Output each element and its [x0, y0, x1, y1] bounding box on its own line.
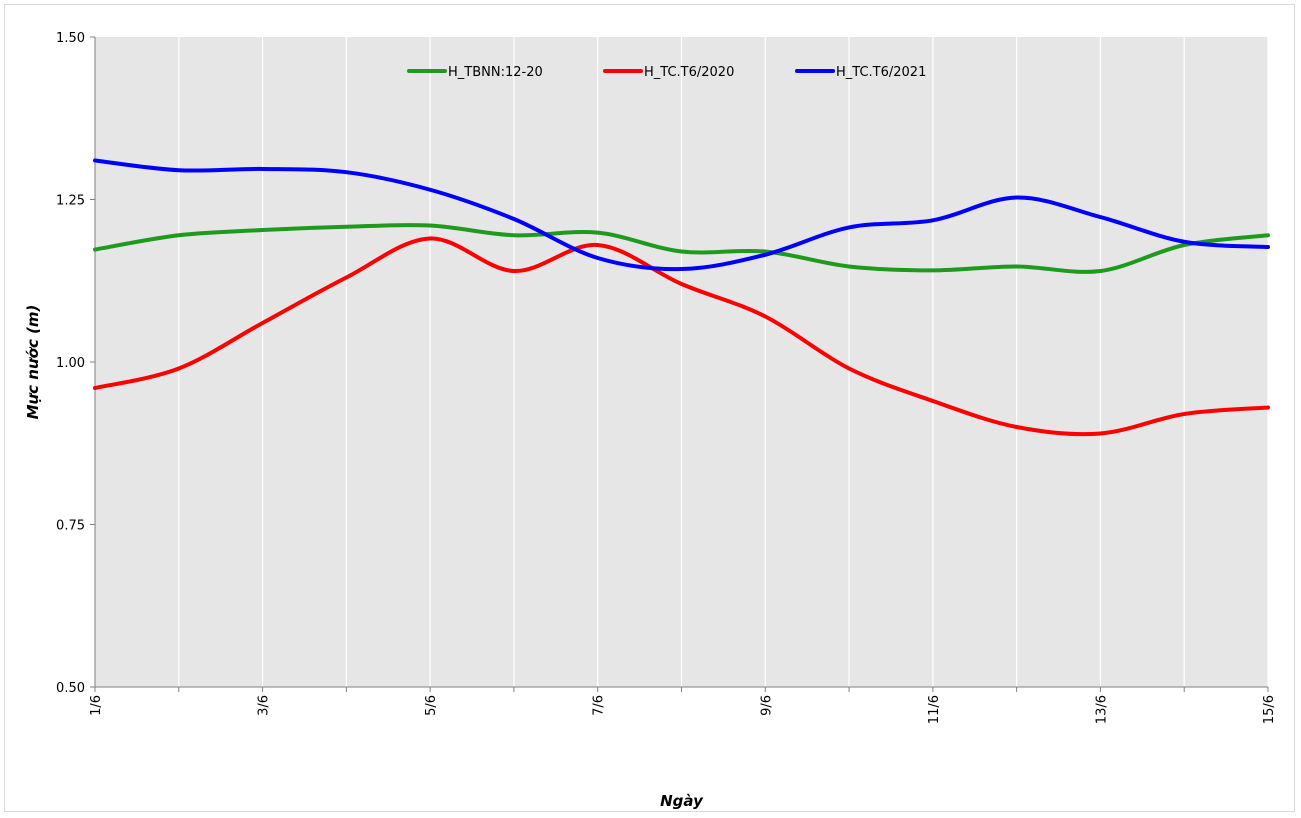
x-tick-label: 13/6	[1094, 695, 1109, 724]
series-lines	[93, 158, 1270, 437]
x-axis-title: Ngày	[660, 792, 704, 810]
x-tick-labels: 1/6 3/6 5/6 7/6 9/6 11/6 13/6 15/6	[89, 695, 1277, 724]
legend-item-0: H_TBNN:12-20	[407, 65, 543, 80]
series-line-1	[93, 236, 1270, 437]
axes	[90, 36, 1269, 692]
grid-lines	[178, 37, 1269, 687]
y-tick-label: 1.00	[56, 356, 85, 371]
x-tick-label: 1/6	[89, 695, 104, 716]
legend: H_TBNN:12-20 H_TC.T6/2020 H_TC.T6/2021	[407, 65, 926, 80]
x-tick-label: 11/6	[927, 695, 942, 724]
x-tick-label: 7/6	[592, 695, 607, 716]
y-axis-title: Mực nước (m)	[24, 305, 42, 420]
y-tick-labels: 0.50 0.75 1.00 1.25 1.50	[56, 31, 85, 696]
y-tick-label: 1.25	[56, 194, 85, 209]
x-tick-label: 5/6	[424, 695, 439, 716]
legend-label: H_TC.T6/2020	[644, 65, 734, 80]
legend-label: H_TBNN:12-20	[448, 65, 543, 80]
series-line-0	[93, 223, 1270, 274]
y-tick-label: 1.50	[56, 31, 85, 46]
legend-item-1: H_TC.T6/2020	[603, 65, 734, 80]
legend-item-2: H_TC.T6/2021	[795, 65, 926, 80]
x-tick-label: 15/6	[1262, 695, 1277, 724]
legend-label: H_TC.T6/2021	[836, 65, 926, 80]
series-line-2	[93, 158, 1270, 272]
x-tick-label: 3/6	[257, 695, 272, 716]
y-tick-label: 0.50	[56, 681, 85, 696]
y-tick-label: 0.75	[56, 519, 85, 534]
x-tick-label: 9/6	[759, 695, 774, 716]
